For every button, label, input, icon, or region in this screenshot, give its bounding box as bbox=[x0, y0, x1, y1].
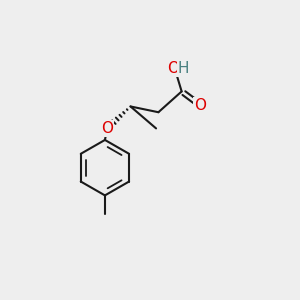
Text: H: H bbox=[178, 61, 189, 76]
Text: O: O bbox=[167, 61, 179, 76]
Text: O: O bbox=[101, 121, 113, 136]
Text: O: O bbox=[194, 98, 206, 113]
